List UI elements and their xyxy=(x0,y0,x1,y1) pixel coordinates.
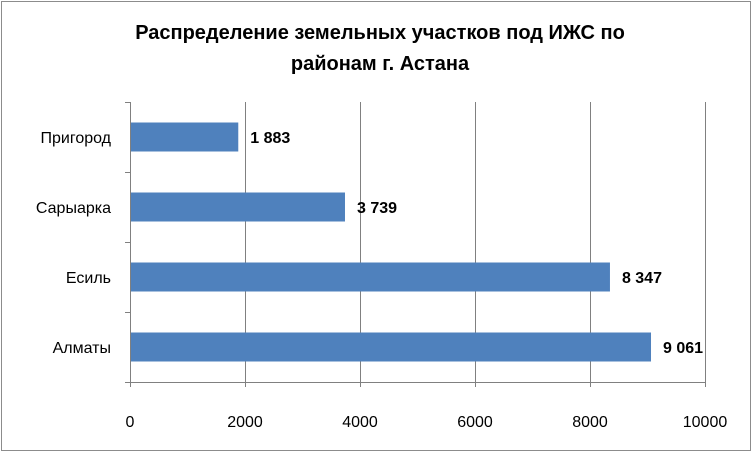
bar-4 xyxy=(131,332,652,362)
category-label-3: Есиль xyxy=(66,270,111,287)
category-label-4: Алматы xyxy=(53,340,111,357)
chart-title-line-1: Распределение земельных участков под ИЖС… xyxy=(135,22,625,44)
bar-2 xyxy=(131,192,345,222)
x-tick-label-4000: 4000 xyxy=(342,414,378,431)
data-label-4: 9 061 xyxy=(663,340,703,357)
x-tick-label-6000: 6000 xyxy=(457,414,493,431)
data-label-1: 1 883 xyxy=(250,130,290,147)
x-tick-label-10000: 10000 xyxy=(683,414,728,431)
x-tick-label-8000: 8000 xyxy=(572,414,608,431)
category-label-1: Пригород xyxy=(41,130,112,147)
chart-title-line-2: районам г. Астана xyxy=(290,53,470,75)
category-label-2: Сарыарка xyxy=(36,200,111,217)
bar-1 xyxy=(131,122,239,152)
x-tick-label-2000: 2000 xyxy=(227,414,263,431)
chart-title: Распределение земельных участков под ИЖС… xyxy=(60,18,700,80)
data-label-3: 8 347 xyxy=(622,270,662,287)
x-tick-label-0: 0 xyxy=(126,414,135,431)
data-label-2: 3 739 xyxy=(357,200,397,217)
bar-3 xyxy=(131,262,610,292)
